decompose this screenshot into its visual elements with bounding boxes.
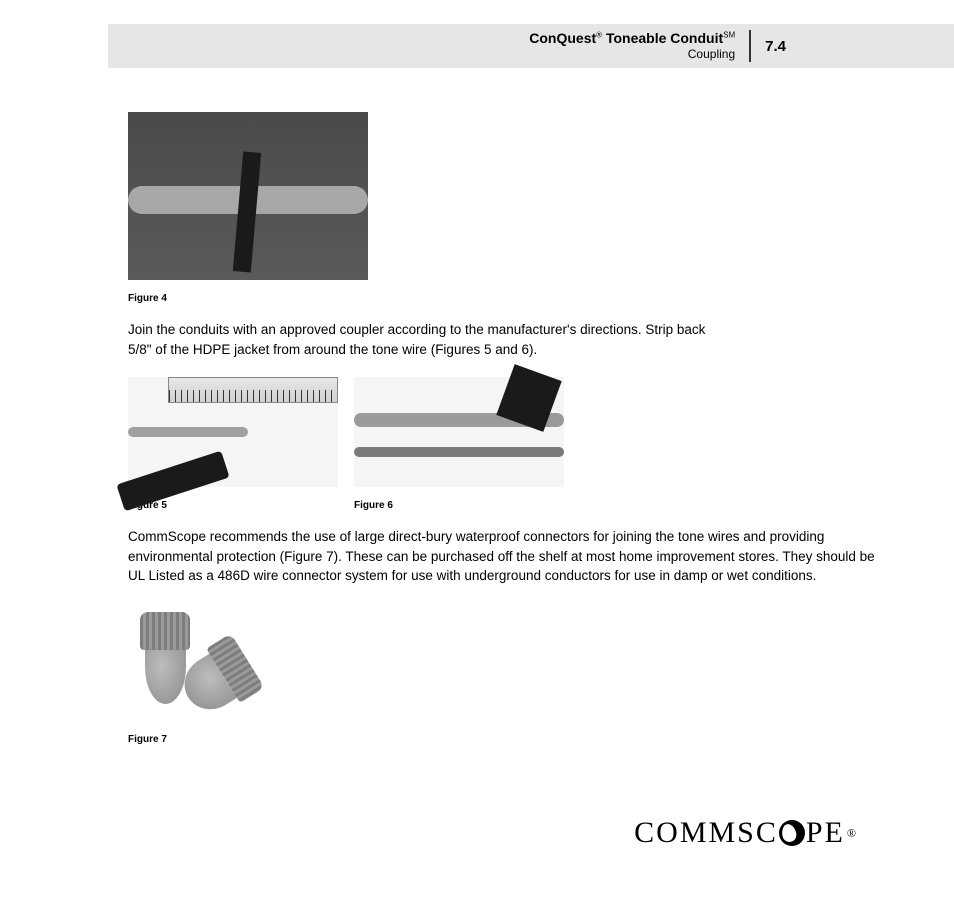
header-title-block: ConQuest® Toneable ConduitSM Coupling (529, 30, 751, 61)
figure-5-ruler (168, 377, 338, 403)
logo-registered-mark: ® (847, 826, 858, 841)
sm-mark: SM (723, 31, 735, 40)
header-brand-1: ConQuest (529, 30, 596, 46)
figure-7-connector-1 (140, 612, 190, 704)
figure-6-block: Figure 6 (354, 377, 564, 511)
page-header-bar: ConQuest® Toneable ConduitSM Coupling 7.… (108, 24, 954, 68)
page-content: Figure 4 Join the conduits with an appro… (128, 112, 888, 745)
logo-text-right: PE (806, 816, 845, 850)
header-brand-2: Toneable Conduit (606, 30, 723, 46)
figure-4-block: Figure 4 (128, 112, 888, 304)
paragraph-2: CommScope recommends the use of large di… (128, 527, 888, 586)
logo-globe-icon (779, 820, 805, 846)
figure-6-conduit-bottom (354, 447, 564, 457)
figure-5-caption: Figure 5 (128, 500, 338, 511)
figure-7-block: Figure 7 (128, 606, 298, 745)
commscope-logo: COMMSC PE® (634, 816, 858, 850)
figure-6-image (354, 377, 564, 487)
header-title-line1: ConQuest® Toneable ConduitSM (529, 30, 735, 47)
registered-mark: ® (596, 31, 602, 40)
figure-5-image (128, 377, 338, 487)
figure-6-caption: Figure 6 (354, 500, 564, 511)
figure-4-caption: Figure 4 (128, 293, 888, 304)
paragraph-1: Join the conduits with an approved coupl… (128, 320, 728, 359)
figure-7-image (128, 606, 260, 726)
figure-5-conduit (128, 427, 248, 437)
logo-text-left: COMMSC (634, 816, 778, 850)
figure-7-caption: Figure 7 (128, 734, 298, 745)
figure-5-ruler-ticks (169, 390, 337, 402)
figure-4-image (128, 112, 368, 280)
figure-5-6-row: Figure 5 Figure 6 (128, 377, 888, 511)
figure-5-block: Figure 5 (128, 377, 338, 511)
section-number: 7.4 (751, 38, 786, 55)
connector-cap-top (140, 612, 190, 651)
header-subtitle: Coupling (529, 47, 735, 61)
